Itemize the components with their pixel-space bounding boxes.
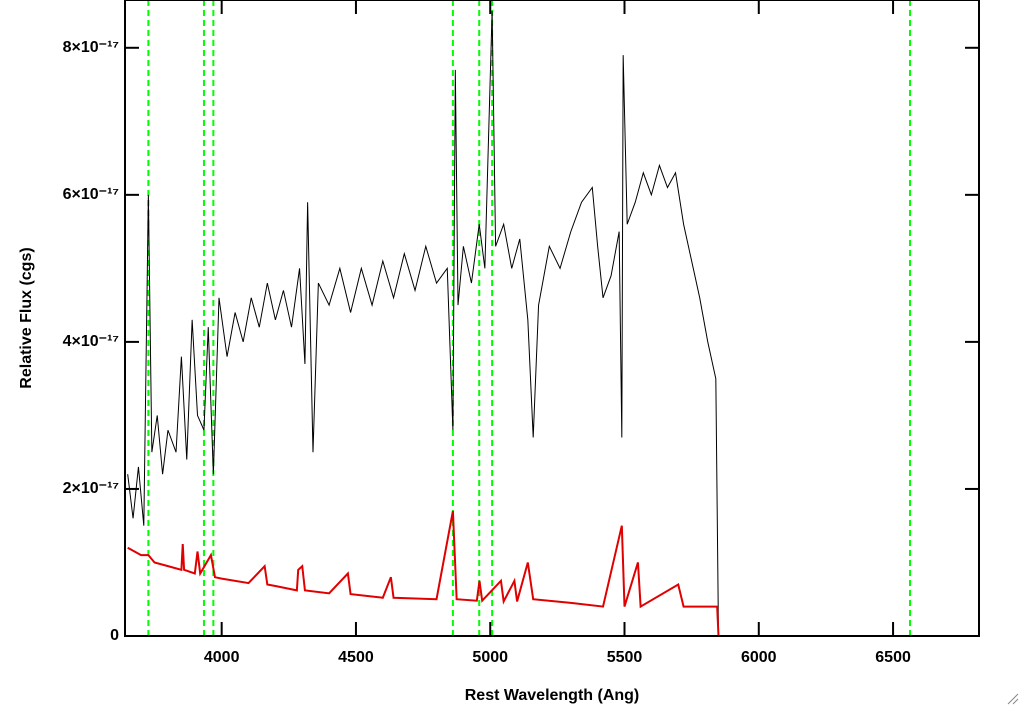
x-tick-label: 5500 <box>607 649 643 666</box>
y-tick-label: 6×10⁻¹⁷ <box>63 186 119 203</box>
x-tick-label: 6000 <box>741 649 777 666</box>
resize-grip <box>1007 693 1019 705</box>
y-tick-label: 0 <box>110 627 119 644</box>
y-tick-label: 2×10⁻¹⁷ <box>63 480 119 497</box>
spectrum-line <box>127 11 979 637</box>
x-axis-label: Rest Wavelength (Ang) <box>465 687 640 704</box>
y-tick-label: 4×10⁻¹⁷ <box>63 333 119 350</box>
x-tick-label: 5000 <box>472 649 508 666</box>
y-tick-label: 8×10⁻¹⁷ <box>63 39 119 56</box>
x-tick-label: 4500 <box>338 649 374 666</box>
y-axis-label: Relative Flux (cgs) <box>18 247 35 388</box>
x-tick-label: 4000 <box>204 649 240 666</box>
plot-frame <box>124 0 980 637</box>
x-tick-label: 6500 <box>875 649 911 666</box>
spectrum-line <box>127 510 979 637</box>
